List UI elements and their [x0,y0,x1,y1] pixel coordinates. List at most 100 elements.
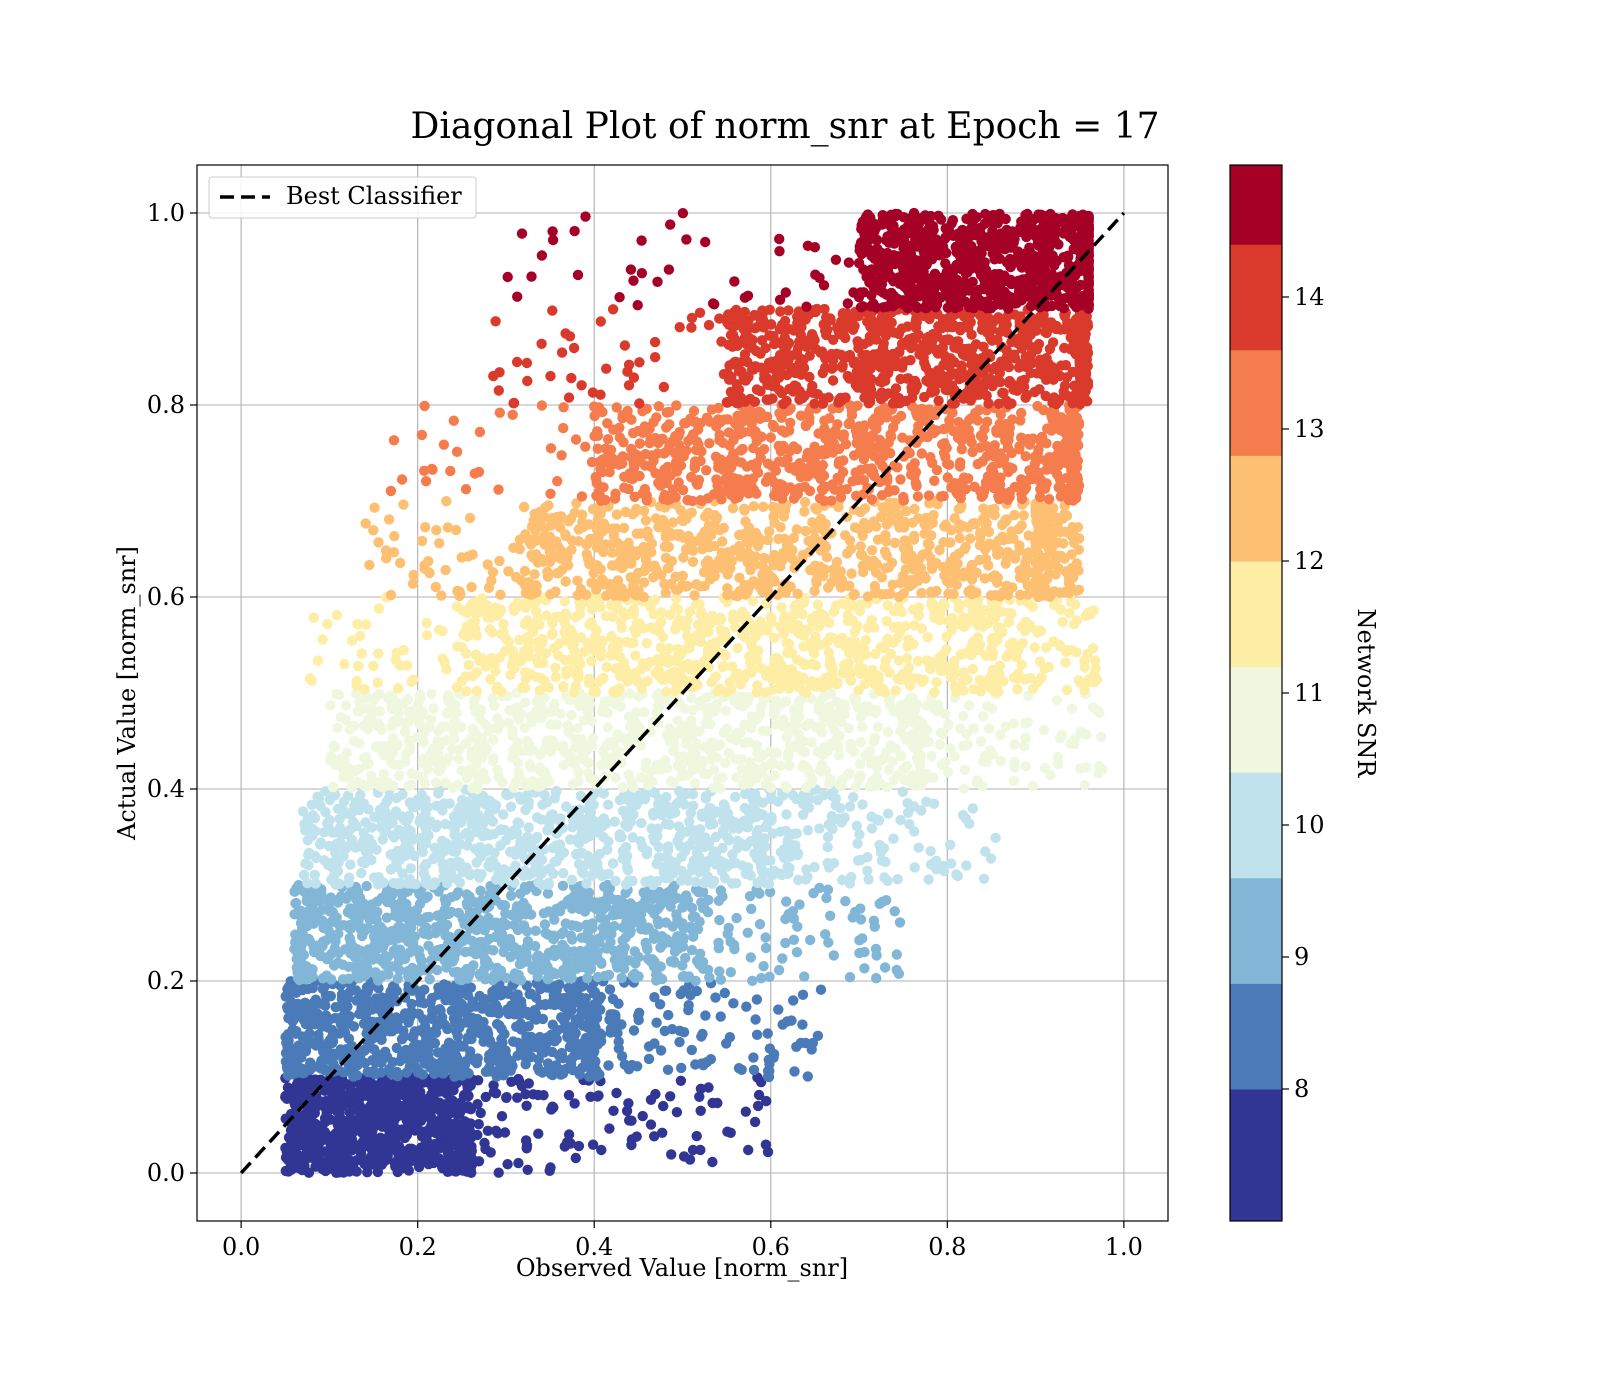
scatter-point [761,1095,772,1107]
scatter-point [413,913,424,924]
scatter-point [289,909,300,920]
scatter-point [565,1058,577,1069]
scatter-point [617,897,628,908]
scatter-point [569,733,581,745]
scatter-point [907,739,918,750]
scatter-point [782,1016,793,1027]
scatter-point [800,1037,811,1049]
scatter-point [687,911,699,923]
scatter-point [312,1143,323,1154]
scatter-point [608,1105,619,1117]
scatter-point [825,910,836,921]
scatter-point [610,663,621,674]
scatter-point [603,1060,614,1071]
scatter-point [417,840,429,851]
scatter-point [630,958,641,969]
scatter-point [736,1064,747,1076]
scatter-point [616,972,627,984]
scatter-point [797,1019,808,1030]
scatter-point [1069,734,1081,745]
scatter-point [479,719,491,730]
scatter-point [808,888,819,899]
scatter-point [309,1019,321,1030]
scatter-point [338,796,350,807]
scatter-point [496,1068,507,1079]
scatter-point [922,632,933,643]
scatter-point [628,1025,640,1036]
scatter-point [350,985,362,996]
scatter-point [322,1054,334,1065]
scatter-point [299,819,310,830]
scatter-point [802,825,814,836]
scatter-point [741,867,752,878]
scatter-point [390,806,402,817]
scatter-point [759,761,770,772]
scatter-point [464,764,476,775]
scatter-point [718,727,729,738]
scatter-point [616,1019,627,1030]
scatter-point [472,1129,483,1141]
scatter-point [371,777,383,788]
scatter-point [364,914,376,926]
scatter-point [1051,695,1063,706]
scatter-point [800,782,812,793]
scatter-point [329,960,340,971]
scatter-point [875,843,887,855]
scatter-point [746,903,757,915]
scatter-point [661,686,672,697]
scatter-point [285,996,297,1008]
scatter-point [543,906,554,917]
scatter-point [543,972,554,984]
scatter-point [300,858,311,869]
scatter-point [799,971,810,982]
scatter-points [280,207,1108,1179]
scatter-point [663,862,674,873]
scatter-point [742,927,753,938]
scatter-point [728,998,739,1009]
scatter-point [672,715,684,726]
scatter-point [584,1071,595,1082]
scatter-point [633,971,644,982]
scatter-point [598,904,609,915]
scatter-point [401,1129,413,1141]
scatter-point [430,777,442,788]
scatter-point [741,1001,752,1012]
scatter-point [352,619,363,630]
scatter-point [693,851,705,862]
scatter-point [855,914,867,925]
scatter-point [391,647,402,658]
scatter-point [687,789,698,800]
scatter-point [372,906,383,918]
scatter-point [445,1141,456,1152]
scatter-point [703,703,714,714]
scatter-point [649,835,660,847]
scatter-point [461,1166,473,1177]
scatter-point [634,1007,645,1018]
scatter-point [388,934,399,945]
scatter-point [492,764,503,776]
scatter-point [551,785,562,797]
scatter-point [519,682,531,693]
scatter-point [1038,724,1050,736]
scatter-point [387,889,398,901]
scatter-point [513,1157,524,1169]
scatter-point [395,1144,406,1155]
scatter-point [1060,657,1071,668]
scatter-point [525,746,536,757]
scatter-point [579,906,591,917]
scatter-point [414,719,425,730]
scatter-point [675,1075,687,1087]
scatter-point [566,946,577,958]
scatter-point [474,872,485,883]
scatter-point [432,910,443,921]
scatter-point [332,722,343,733]
scatter-point [903,807,914,818]
scatter-point [926,751,937,762]
scatter-point [563,1007,575,1019]
scatter-point [317,973,329,984]
scatter-point [695,1083,707,1095]
scatter-point [555,813,566,824]
scatter-point [437,653,448,664]
scatter-point [308,1061,319,1072]
scatter-point [510,948,521,960]
